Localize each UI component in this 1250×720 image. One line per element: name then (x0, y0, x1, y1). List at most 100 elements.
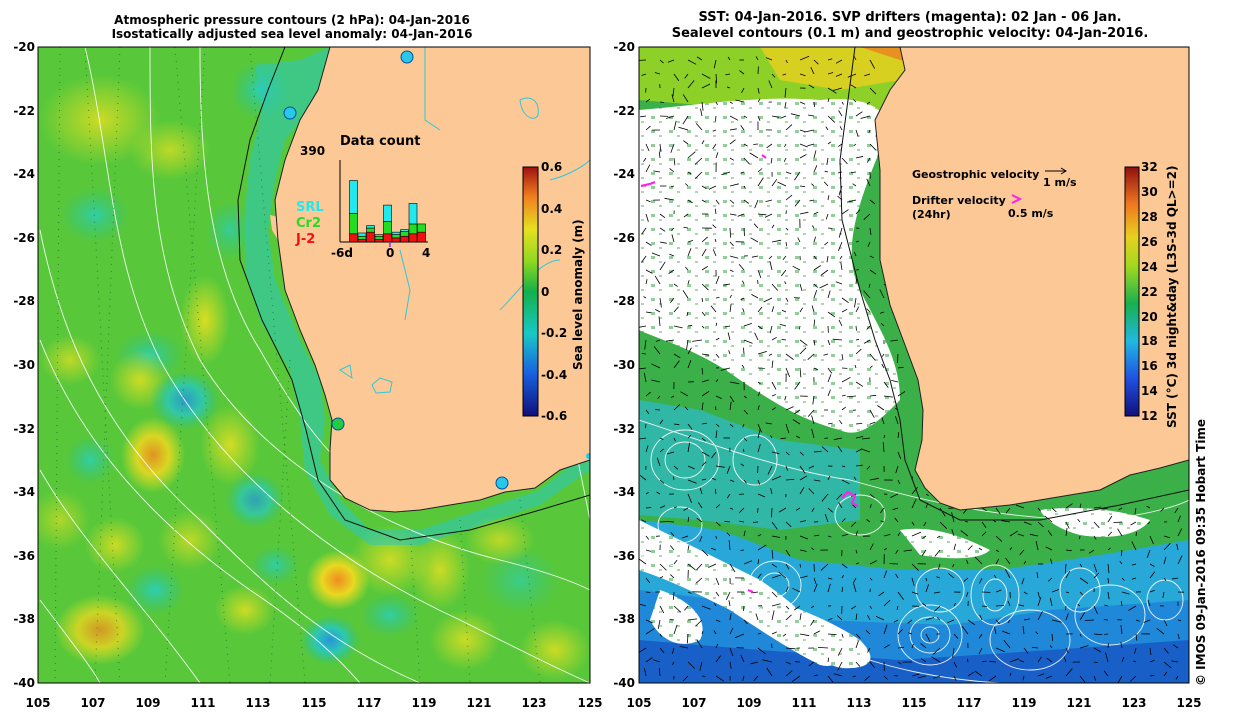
velocity-arrow (1037, 673, 1045, 677)
right-title-line1: SST: 04-Jan-2016. SVP drifters (magenta)… (698, 10, 1122, 25)
velocity-arrow (911, 487, 918, 495)
velocity-arrow (882, 442, 885, 453)
velocity-arrow (641, 255, 647, 263)
velocity-arrow (963, 577, 969, 582)
velocity-arrow (799, 185, 806, 187)
velocity-arrow (1131, 541, 1137, 551)
velocity-arrow (827, 374, 832, 383)
velocity-arrow (645, 279, 648, 285)
sla-tick: 0.4 (541, 202, 563, 216)
velocity-arrow (743, 347, 745, 355)
velocity-arrow (833, 87, 843, 91)
velocity-arrow (869, 87, 877, 95)
velocity-arrow (670, 532, 675, 537)
velocity-arrow (687, 545, 690, 551)
velocity-arrow (729, 627, 734, 635)
histogram-bar-segment (366, 231, 375, 243)
velocity-arrow (866, 101, 871, 105)
velocity-arrow (1160, 507, 1165, 512)
velocity-arrow (1063, 656, 1067, 663)
velocity-arrow (1104, 633, 1109, 635)
velocity-arrow (994, 626, 997, 635)
lat-tick: -36 (613, 549, 635, 563)
velocity-arrow (922, 602, 927, 607)
velocity-arrow (821, 493, 829, 502)
velocity-arrow (729, 115, 739, 121)
histogram-bar-segment (408, 203, 418, 225)
velocity-arrow (765, 199, 773, 202)
velocity-arrow (1022, 675, 1025, 681)
velocity-arrow (771, 394, 776, 397)
velocity-arrow (699, 661, 703, 671)
velocity-arrow (866, 519, 871, 523)
velocity-arrow (666, 115, 675, 119)
histogram-bar-segment (374, 235, 384, 240)
velocity-arrow (659, 419, 664, 425)
velocity-arrow (1163, 661, 1172, 669)
velocity-arrow (780, 437, 787, 440)
velocity-arrow (742, 423, 745, 428)
velocity-arrow (757, 351, 767, 355)
velocity-arrow (729, 128, 737, 131)
velocity-arrow (743, 409, 749, 415)
sst-tick: 24 (1141, 260, 1158, 274)
velocity-arrow (799, 575, 808, 579)
velocity-arrow (654, 275, 661, 285)
velocity-arrow (869, 605, 872, 609)
lat-tick: -30 (613, 358, 635, 372)
velocity-arrow (835, 73, 843, 77)
velocity-arrow (995, 647, 1005, 653)
lon-tick: 113 (245, 696, 271, 710)
velocity-arrow (655, 309, 661, 313)
velocity-arrow (809, 199, 815, 202)
velocity-arrow (659, 563, 667, 571)
velocity-arrow (750, 661, 759, 665)
velocity-arrow (897, 451, 902, 460)
mission-label-j2: J-2 (296, 232, 316, 247)
velocity-arrow (1102, 507, 1109, 510)
velocity-arrow (659, 605, 665, 614)
velocity-arrow (724, 325, 731, 328)
velocity-arrow (715, 322, 718, 327)
drifter-velocity-scale: 0.5 m/s (1008, 207, 1054, 220)
velocity-arrow (841, 157, 848, 165)
velocity-arrow (784, 281, 787, 285)
velocity-arrow (868, 283, 871, 288)
data-count-x-4: 4 (422, 246, 431, 260)
velocity-arrow (696, 639, 703, 649)
velocity-arrow (826, 255, 829, 263)
sst-tick: 32 (1141, 160, 1158, 174)
velocity-arrow (639, 474, 647, 481)
histogram-bar-segment (357, 232, 367, 237)
velocity-arrow (639, 325, 647, 328)
velocity-arrow (1051, 633, 1054, 642)
velocity-arrow (726, 532, 731, 537)
velocity-arrow (728, 350, 731, 355)
velocity-arrow (1005, 557, 1011, 565)
sla-colorbar (522, 166, 539, 417)
velocity-arrow (701, 367, 704, 375)
velocity-arrow (827, 115, 836, 123)
sst-colorbar-label: SST (°C) 3d night&day (L3S-3d QL>=2) (1165, 165, 1179, 429)
velocity-arrow (883, 534, 891, 537)
lat-tick: -26 (613, 231, 635, 245)
velocity-arrow (701, 236, 708, 243)
velocity-arrow (989, 660, 997, 663)
velocity-arrow (799, 487, 805, 495)
velocity-arrow (811, 547, 815, 551)
velocity-arrow (687, 435, 692, 439)
velocity-arrow (836, 493, 843, 500)
lon-tick: 105 (25, 696, 51, 710)
sst-tick: 30 (1141, 185, 1158, 199)
velocity-arrow (651, 379, 661, 383)
velocity-arrow (695, 577, 703, 584)
velocity-arrow (701, 185, 707, 190)
velocity-arrow (645, 213, 649, 222)
velocity-arrow (967, 619, 975, 626)
histogram-bar-segment (383, 221, 392, 235)
velocity-arrow (673, 559, 678, 565)
left-land (275, 47, 590, 512)
velocity-arrow (659, 647, 665, 654)
velocity-arrow (1065, 647, 1069, 654)
velocity-arrow (645, 657, 653, 663)
